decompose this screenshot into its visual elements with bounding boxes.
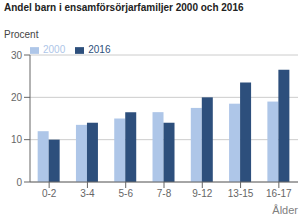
html-text:2016: 2016	[88, 44, 111, 55]
svg-text:20: 20	[11, 92, 23, 103]
svg-text:30: 30	[11, 50, 23, 61]
svg-text:0: 0	[16, 177, 22, 188]
html-text:Procent: Procent	[4, 29, 39, 40]
svg-text:0-2: 0-2	[42, 188, 57, 199]
svg-text:7-8: 7-8	[157, 188, 172, 199]
html-text:2000: 2000	[43, 44, 66, 55]
svg-text:16-17: 16-17	[266, 188, 292, 199]
svg-text:5-6: 5-6	[118, 188, 133, 199]
svg-text:3-4: 3-4	[80, 188, 95, 199]
html-text:Andel barn i ensamförsörjarfam: Andel barn i ensamförsörjarfamiljer 2000…	[4, 2, 244, 13]
svg-text:Ålder: Ålder	[272, 204, 298, 214]
svg-text:13-15: 13-15	[228, 188, 254, 199]
svg-text:10: 10	[11, 134, 23, 145]
svg-text:9-12: 9-12	[192, 188, 212, 199]
